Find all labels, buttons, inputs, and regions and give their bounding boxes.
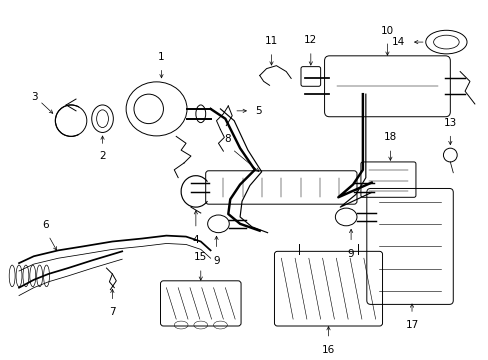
Text: 17: 17 xyxy=(405,320,418,330)
Text: 7: 7 xyxy=(109,307,116,317)
Text: 2: 2 xyxy=(99,151,105,161)
Text: 13: 13 xyxy=(443,118,456,127)
Text: 10: 10 xyxy=(380,26,393,36)
Text: 3: 3 xyxy=(31,92,38,102)
Text: 18: 18 xyxy=(383,132,396,142)
Text: 16: 16 xyxy=(321,345,334,355)
Text: 9: 9 xyxy=(213,256,220,266)
Text: 8: 8 xyxy=(224,134,230,144)
Text: 14: 14 xyxy=(391,37,404,47)
Text: 1: 1 xyxy=(158,52,164,62)
Text: 9: 9 xyxy=(347,249,354,259)
Text: 15: 15 xyxy=(194,252,207,262)
Text: 6: 6 xyxy=(42,220,49,230)
Text: 12: 12 xyxy=(304,35,317,45)
Text: 5: 5 xyxy=(254,106,261,116)
Text: 4: 4 xyxy=(192,235,199,245)
Text: 11: 11 xyxy=(264,36,278,46)
